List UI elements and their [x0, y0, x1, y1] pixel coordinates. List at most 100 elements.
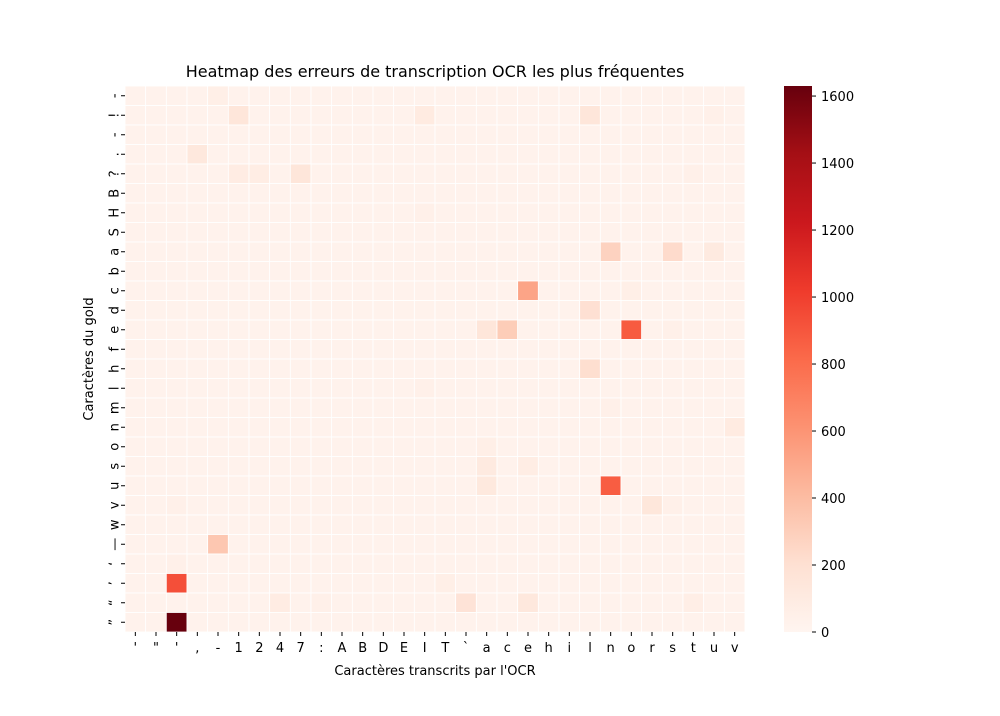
heatmap-cell — [165, 534, 188, 555]
heatmap-cell — [393, 514, 415, 535]
heatmap-cell — [661, 592, 684, 613]
heatmap-cell — [703, 612, 725, 633]
heatmap-cell — [641, 553, 663, 574]
heatmap-cell — [372, 124, 395, 145]
heatmap-cell — [703, 495, 725, 516]
heatmap-cell — [599, 514, 622, 535]
heatmap-cell — [723, 514, 746, 535]
heatmap-cell — [723, 553, 746, 574]
heatmap-cell — [537, 553, 560, 574]
heatmap-cell — [165, 378, 188, 399]
heatmap-cell — [351, 124, 374, 145]
y-tick-label: “ — [108, 599, 123, 606]
heatmap-cell — [248, 241, 271, 262]
heatmap-cell — [145, 378, 167, 399]
heatmap-cell — [661, 300, 684, 321]
heatmap-cell — [517, 592, 539, 613]
heatmap-cell — [372, 514, 395, 535]
heatmap-cell — [455, 85, 477, 106]
heatmap-cell — [331, 358, 353, 379]
heatmap-cell — [682, 378, 705, 399]
heatmap-cell — [207, 144, 229, 165]
heatmap-cell — [227, 222, 250, 243]
heatmap-cell — [248, 456, 271, 477]
heatmap-cell — [393, 124, 415, 145]
heatmap-cell — [620, 592, 643, 613]
heatmap-cell — [413, 514, 436, 535]
heatmap-cell — [248, 202, 271, 223]
heatmap-cell — [434, 612, 457, 633]
heatmap-cell — [269, 573, 291, 594]
heatmap-cell — [703, 534, 725, 555]
heatmap-cell — [186, 514, 209, 535]
heatmap-cell — [517, 417, 539, 438]
heatmap-cell — [227, 514, 250, 535]
heatmap-cell — [413, 280, 436, 301]
heatmap-cell — [186, 300, 209, 321]
x-tick-label: e — [524, 641, 532, 656]
heatmap-cell — [351, 241, 374, 262]
heatmap-cell — [517, 280, 539, 301]
heatmap-cell — [393, 495, 415, 516]
heatmap-cell — [145, 436, 167, 457]
colorbar-tick-label: 1000 — [821, 291, 854, 306]
heatmap-cell — [517, 514, 539, 535]
colorbar-tick-label: 1400 — [821, 157, 854, 172]
heatmap-cell — [331, 553, 353, 574]
heatmap-cell — [496, 436, 519, 457]
heatmap-cell — [165, 85, 188, 106]
heatmap-cell — [434, 534, 457, 555]
colorbar-tick-label: 1600 — [821, 90, 854, 105]
heatmap-cell — [723, 397, 746, 418]
heatmap-cell — [579, 280, 601, 301]
heatmap-cell — [186, 378, 209, 399]
heatmap-cell — [723, 378, 746, 399]
heatmap-cell — [579, 417, 601, 438]
heatmap-cell — [145, 475, 167, 496]
heatmap-cell — [455, 534, 477, 555]
heatmap-cell — [269, 553, 291, 574]
heatmap-cell — [517, 475, 539, 496]
heatmap-cell — [682, 202, 705, 223]
heatmap-cell — [475, 105, 498, 126]
heatmap-cell — [537, 495, 560, 516]
x-tick-label: ' — [134, 641, 138, 656]
heatmap-cell — [269, 436, 291, 457]
heatmap-cell — [145, 280, 167, 301]
heatmap-cell — [269, 358, 291, 379]
heatmap-cell — [145, 85, 167, 106]
heatmap-cell — [661, 534, 684, 555]
heatmap-cell — [496, 261, 519, 282]
heatmap-cell — [289, 436, 312, 457]
heatmap-cell — [269, 534, 291, 555]
heatmap-cell — [165, 456, 188, 477]
heatmap-cell — [227, 534, 250, 555]
heatmap-cell — [289, 573, 312, 594]
heatmap-cell — [703, 261, 725, 282]
heatmap-cell — [723, 436, 746, 457]
heatmap-cell — [186, 592, 209, 613]
heatmap-cell — [579, 144, 601, 165]
heatmap-cell — [227, 397, 250, 418]
x-tick-label: c — [504, 641, 511, 656]
x-tick-label: t — [691, 641, 696, 656]
heatmap-cell — [579, 241, 601, 262]
heatmap-cell — [227, 378, 250, 399]
heatmap-cell — [537, 358, 560, 379]
heatmap-cell — [351, 222, 374, 243]
heatmap-cell — [248, 183, 271, 204]
heatmap-cell — [434, 592, 457, 613]
heatmap-cell — [186, 573, 209, 594]
heatmap-cell — [413, 417, 436, 438]
heatmap-cell — [372, 144, 395, 165]
heatmap-cell — [372, 163, 395, 184]
heatmap-cell — [537, 124, 560, 145]
heatmap-cell — [641, 358, 663, 379]
heatmap-cell — [186, 183, 209, 204]
colorbar-tick-label: 200 — [821, 559, 846, 574]
heatmap-cell — [310, 183, 333, 204]
heatmap-cell — [393, 319, 415, 340]
y-tick-label: B — [108, 189, 123, 198]
x-tick-label: i — [568, 641, 572, 656]
heatmap-cell — [517, 358, 539, 379]
